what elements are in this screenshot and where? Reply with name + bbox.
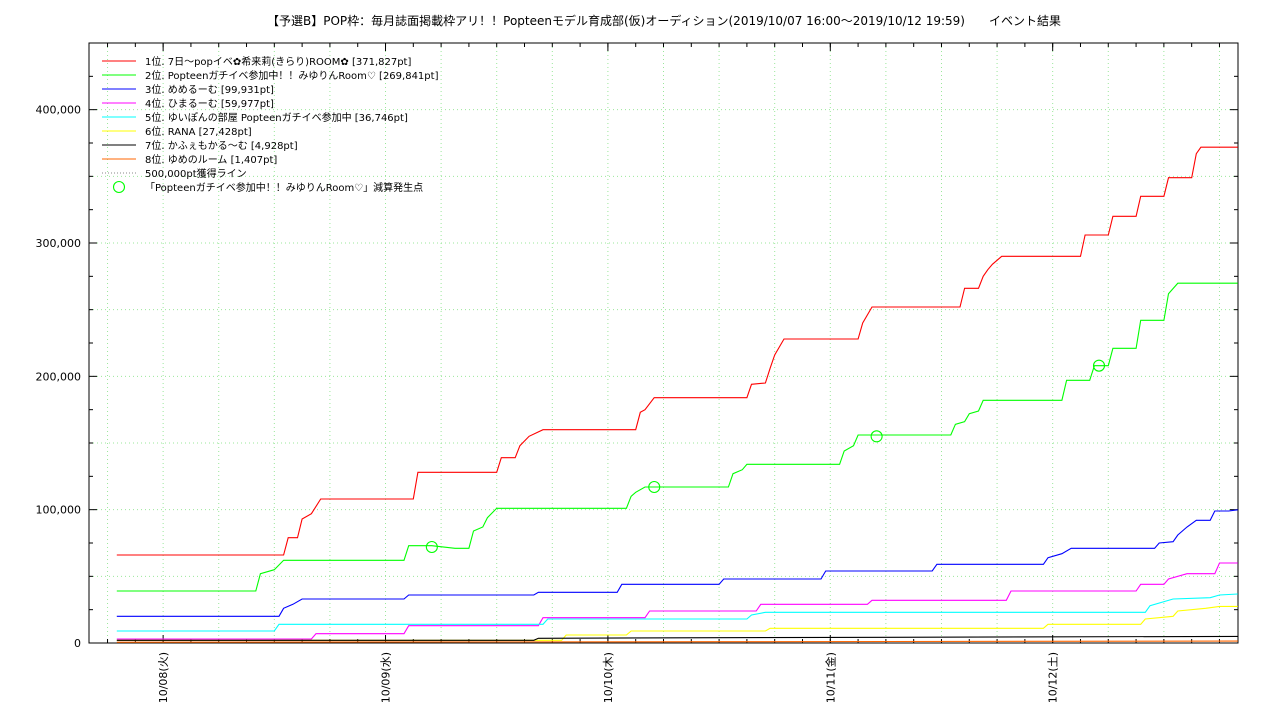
x-tick-label: 10/09(水) (380, 652, 393, 703)
legend-label: 3位. めめるーむ [99,931pt] (145, 83, 274, 96)
y-tick-label: 0 (74, 637, 81, 650)
x-tick-label: 10/11(金) (823, 652, 837, 703)
grid (89, 43, 1238, 643)
legend-label: 2位. Popteenガチイベ参加中！！みゆりんRoom♡ [269,841pt… (145, 69, 439, 82)
reduction-marker (870, 430, 883, 443)
y-tick-label: 100,000 (36, 504, 82, 517)
series-line (116, 593, 1238, 632)
series-line (116, 282, 1238, 592)
axes: 0 100,000 200,000 300,000 400,000 10/08(火) 10/… (36, 42, 1238, 703)
series-line (116, 605, 1238, 641)
x-tick-label: 10/08(火) (157, 652, 170, 703)
legend-label: 1位. 7日〜popイベ✿希来莉(きらり)ROOM✿ [371,827pt] (145, 55, 411, 68)
series-line (116, 562, 1238, 640)
reduction-markers (425, 359, 1106, 554)
legend-label: 5位. ゆいぽんの部屋 Popteenガチイベ参加中 [36,746pt] (145, 111, 408, 124)
legend-label: 「Popteenガチイベ参加中！！みゆりんRoom♡」減算発生点 (145, 181, 423, 194)
y-tick-label: 300,000 (36, 237, 82, 250)
legend-label: 4位. ひまるーむ [59,977pt] (145, 97, 274, 110)
x-tick-label: 10/10(木) (602, 652, 615, 703)
legend-label: 6位. RANA [27,428pt] (145, 125, 252, 138)
series-lines (116, 146, 1238, 643)
y-tick-label: 200,000 (36, 370, 82, 383)
legend-label: 8位. ゆめのルーム [1,407pt] (145, 153, 277, 166)
series-line (116, 146, 1238, 556)
legend-label: 500,000pt獲得ライン (145, 167, 247, 180)
x-tick-label: 10/12(土) (1047, 652, 1060, 703)
reduction-marker (648, 480, 661, 494)
legend-label: 7位. かふぇもかる〜む [4,928pt] (145, 139, 298, 152)
series-line (116, 635, 1238, 641)
reduction-marker (425, 540, 438, 554)
reduction-marker (1092, 359, 1106, 372)
legend: 1位. 7日〜popイベ✿希来莉(きらり)ROOM✿ [371,827pt]2位… (102, 55, 439, 194)
chart-title: 【予選B】POP枠：毎月誌面掲載枠アリ！！Popteenモデル育成部(仮)オーデ… (267, 13, 1061, 28)
series-line (116, 509, 1238, 617)
legend-marker (112, 180, 126, 194)
series-line (116, 640, 1238, 643)
y-tick-label: 400,000 (36, 104, 82, 117)
